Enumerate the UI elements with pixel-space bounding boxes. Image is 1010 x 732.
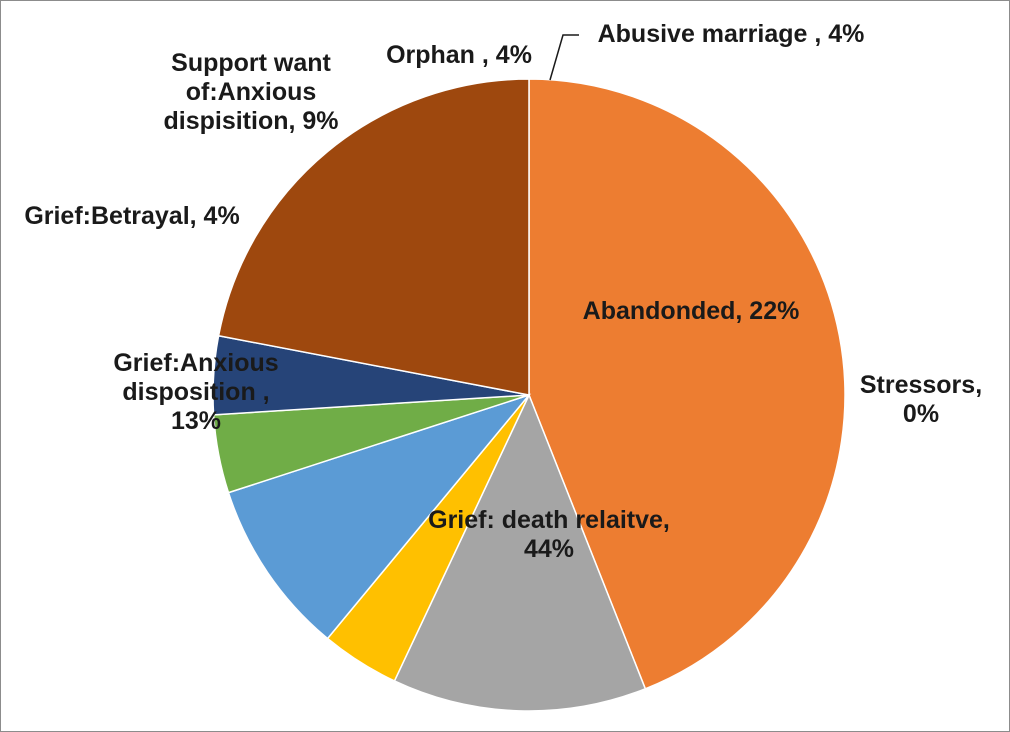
pie-slice-grief-death-relaitve	[528, 78, 846, 690]
slice-label-grief-anxious-disposition: Grief:Anxious disposition , 13%	[113, 349, 278, 435]
slice-label-abusive-marriage: Abusive marriage , 4%	[598, 20, 865, 48]
slice-label-line: Abandonded, 22%	[583, 297, 800, 325]
slice-label-line: Abusive marriage , 4%	[598, 20, 865, 48]
slice-label-line: Grief:Anxious	[113, 349, 278, 377]
slice-label-abandonded: Abandonded, 22%	[583, 297, 800, 325]
pie-slice-grief-anxious-disposition	[393, 393, 647, 712]
slice-label-line: 44%	[524, 535, 574, 563]
leader-line-abusive-marriage	[549, 34, 579, 81]
slice-label-line: Orphan , 4%	[386, 41, 532, 69]
pie-slice-support-want-of-anxious-dispisition	[227, 393, 532, 640]
slice-label-grief-death-relaitve: Grief: death relaitve, 44%	[428, 506, 670, 563]
slice-label-line: Grief:Betrayal, 4%	[24, 202, 239, 230]
slice-labels: Stressors, 0%Grief: death relaitve, 44%Gri…	[24, 20, 982, 563]
slice-label-support-want-of-anxious-dispisition: Support want of:Anxious dispisition, 9%	[163, 49, 338, 135]
leader-lines	[549, 34, 579, 81]
slice-label-line: of:Anxious	[186, 78, 317, 106]
slice-label-line: disposition ,	[122, 378, 269, 406]
slice-label-line: Support want	[171, 49, 331, 77]
slice-label-line: dispisition, 9%	[163, 107, 338, 135]
slice-label-line: 0%	[903, 400, 939, 428]
slice-label-line: 13%	[171, 407, 221, 435]
slice-label-line: Grief: death relaitve,	[428, 506, 670, 534]
slice-label-stressors: Stressors, 0%	[860, 371, 982, 428]
slice-label-grief-betrayal: Grief:Betrayal, 4%	[24, 202, 239, 230]
pie-slices	[212, 78, 846, 712]
pie-slice-abandonded	[217, 78, 530, 396]
slice-label-orphan: Orphan , 4%	[386, 41, 532, 69]
slice-label-line: Stressors,	[860, 371, 982, 399]
